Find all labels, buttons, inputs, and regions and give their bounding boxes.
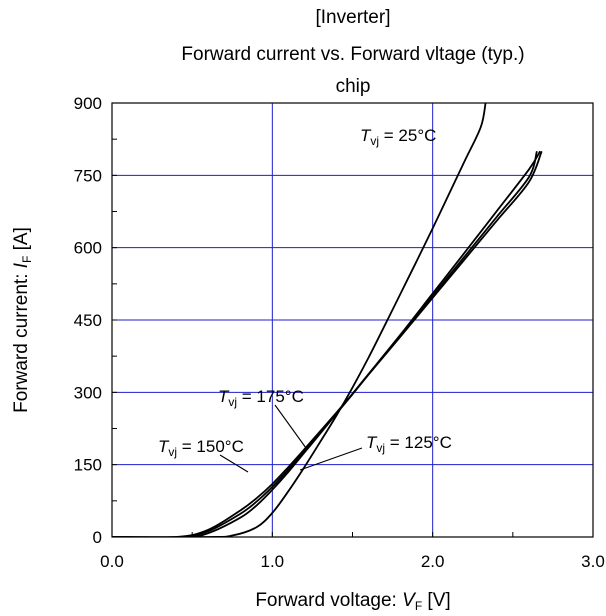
plot-frame: [111, 102, 594, 538]
curve-150c: [112, 150, 538, 537]
curve-25c: [112, 103, 487, 537]
x-tick-labels: 0.0 1.0 2.0 3.0: [100, 552, 605, 571]
leader-line-175c: [274, 404, 307, 449]
chart-title-line-1: [Inverter]: [316, 7, 391, 28]
leader-line-150c: [219, 454, 249, 473]
y-tick-label: 0: [93, 528, 102, 547]
x-tick-label: 0.0: [100, 552, 124, 571]
grid: [112, 103, 593, 537]
y-tick-label: 150: [74, 456, 102, 475]
y-tick-label: 900: [74, 94, 102, 113]
chart-title-line-3: chip: [336, 76, 371, 97]
x-axis-label: Forward voltage: VF [V]: [255, 590, 450, 613]
x-tick-label: 2.0: [421, 552, 445, 571]
minor-ticks: [111, 102, 594, 538]
curve-175c: [112, 150, 543, 537]
curve-125c: [112, 150, 541, 537]
y-tick-label: 450: [74, 311, 102, 330]
x-tick-label: 1.0: [261, 552, 285, 571]
annotation-150c: Tvj = 150°C: [158, 437, 244, 459]
chart-title-line-2: Forward current vs. Forward vltage (typ.…: [181, 44, 524, 65]
y-tick-label: 300: [74, 383, 102, 402]
leader-line-125c: [299, 447, 363, 471]
curves: [112, 103, 543, 537]
y-axis-label: Forward current: IF [A]: [11, 227, 34, 413]
y-tick-label: 600: [74, 239, 102, 258]
annotation-125c: Tvj = 125°C: [366, 433, 452, 455]
y-tick-labels: 0 150 300 450 600 750 900: [74, 94, 102, 547]
y-tick-label: 750: [74, 166, 102, 185]
x-tick-label: 3.0: [581, 552, 605, 571]
annotation-25c: Tvj = 25°C: [360, 126, 436, 148]
annotation-175c: Tvj = 175°C: [218, 387, 304, 409]
